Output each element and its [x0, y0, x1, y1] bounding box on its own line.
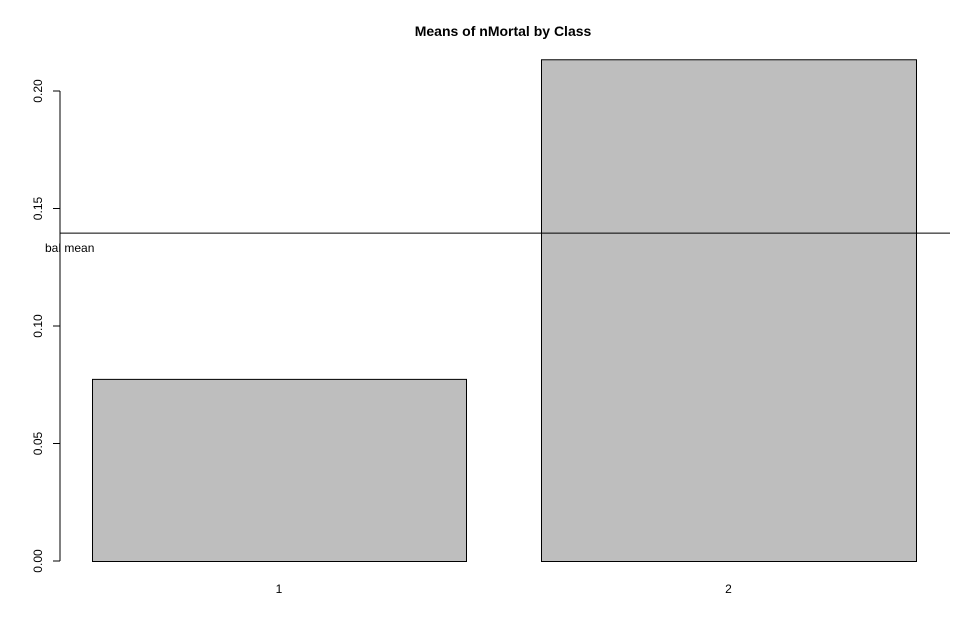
y-tick-label: 0.00: [31, 549, 45, 573]
reference-line-group: bal mean: [45, 232, 950, 255]
y-tick-label: 0.10: [31, 314, 45, 338]
chart-title: Means of nMortal by Class: [415, 23, 592, 39]
y-tick-label: 0.15: [31, 196, 45, 220]
bars: [92, 59, 917, 563]
y-tick-label: 0.20: [31, 79, 45, 103]
y-tick-label: 0.05: [31, 431, 45, 455]
x-tick-label: 2: [725, 582, 732, 596]
bar-1: [92, 378, 467, 562]
bar-2: [541, 59, 917, 563]
x-tick-label: 1: [276, 582, 283, 596]
y-axis: 0.00 0.05 0.10 0.15 0.20: [31, 79, 61, 573]
global-mean-label: bal mean: [45, 241, 94, 255]
